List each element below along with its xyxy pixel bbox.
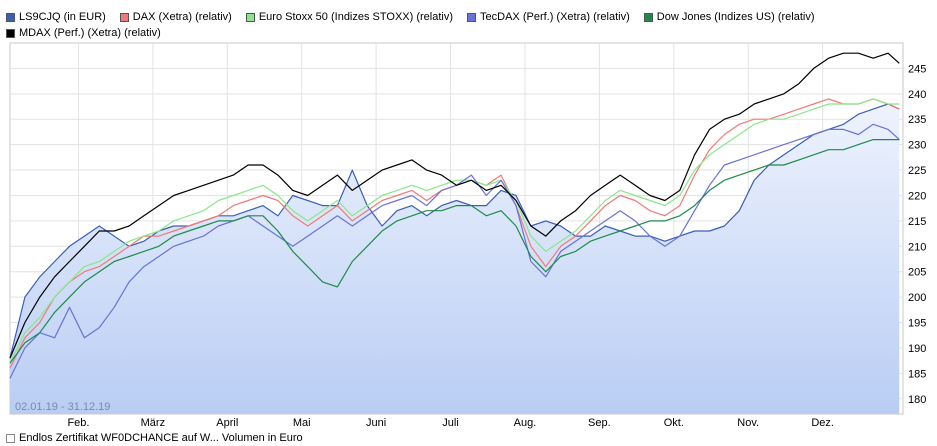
x-tick-label: März <box>141 417 165 429</box>
legend-item[interactable]: TecDAX (Perf.) (Xetra) (relativ) <box>467 9 630 25</box>
y-tick-label: 220 <box>908 190 926 202</box>
legend-item[interactable]: DAX (Xetra) (relativ) <box>119 9 232 25</box>
legend-label: LS9CJQ (in EUR) <box>19 11 106 23</box>
y-tick-label: 205 <box>908 267 926 279</box>
x-tick-label: April <box>216 417 238 429</box>
y-tick-label: 180 <box>908 394 926 406</box>
legend-swatch <box>119 12 129 22</box>
series-area <box>10 104 900 414</box>
x-tick-label: Juni <box>366 417 386 429</box>
legend-swatch <box>467 12 477 22</box>
legend-label: MDAX (Perf.) (Xetra) (relativ) <box>19 27 161 39</box>
y-tick-label: 200 <box>908 292 926 304</box>
legend-row: MDAX (Perf.) (Xetra) (relativ) <box>6 25 931 41</box>
area-fill <box>10 104 900 414</box>
legend-label: Euro Stoxx 50 (Indizes STOXX) (relativ) <box>258 11 454 23</box>
legend-label: DAX (Xetra) (relativ) <box>132 11 232 23</box>
legend-swatch <box>245 12 255 22</box>
legend-label: Dow Jones (Indizes US) (relativ) <box>656 11 815 23</box>
series-line <box>9 139 900 364</box>
y-tick-label: 230 <box>908 140 926 152</box>
x-tick-label: Mai <box>293 417 311 429</box>
chart-legend: LS9CJQ (in EUR) DAX (Xetra) (relativ) Euro… <box>6 9 931 41</box>
x-tick-label: Feb. <box>67 417 89 429</box>
y-tick-label: 190 <box>908 343 926 355</box>
legend-item[interactable]: Euro Stoxx 50 (Indizes STOXX) (relativ) <box>245 9 454 25</box>
axes: 180 185 190 195 200 205 210 215 220 225 230 235 240 2… <box>67 63 926 429</box>
y-tick-label: 235 <box>908 114 926 126</box>
y-tick-label: 240 <box>908 89 926 101</box>
volume-label: Endlos Zertifikat WF0DCHANCE auf W... Vo… <box>19 432 303 444</box>
volume-legend-swatch <box>6 433 15 443</box>
x-tick-label: Dez. <box>811 417 834 429</box>
x-tick-label: Okt. <box>664 417 684 429</box>
series-line <box>9 52 900 359</box>
legend-label: TecDAX (Perf.) (Xetra) (relativ) <box>480 11 630 23</box>
legend-item[interactable]: MDAX (Perf.) (Xetra) (relativ) <box>6 25 161 41</box>
y-tick-label: 185 <box>908 368 926 380</box>
x-tick-label: Sep. <box>588 417 611 429</box>
legend-row: LS9CJQ (in EUR) DAX (Xetra) (relativ) Euro… <box>6 9 931 25</box>
legend-swatch <box>6 12 15 22</box>
legend-item[interactable]: Dow Jones (Indizes US) (relativ) <box>643 9 815 25</box>
y-tick-label: 215 <box>908 216 926 228</box>
y-tick-label: 245 <box>908 63 926 75</box>
series-lines <box>9 52 900 379</box>
date-range-label: 02.01.19 - 31.12.19 <box>15 401 110 413</box>
y-tick-label: 195 <box>908 318 926 330</box>
y-tick-label: 225 <box>908 165 926 177</box>
legend-swatch <box>6 28 15 38</box>
volume-footer: Endlos Zertifikat WF0DCHANCE auf W... Vo… <box>6 432 303 444</box>
x-tick-label: Juli <box>442 417 459 429</box>
legend-item[interactable]: LS9CJQ (in EUR) <box>6 9 106 25</box>
x-tick-label: Nov. <box>737 417 759 429</box>
series-line <box>9 98 900 364</box>
x-tick-label: Aug. <box>514 417 537 429</box>
legend-swatch <box>643 12 653 22</box>
y-tick-label: 210 <box>908 241 926 253</box>
